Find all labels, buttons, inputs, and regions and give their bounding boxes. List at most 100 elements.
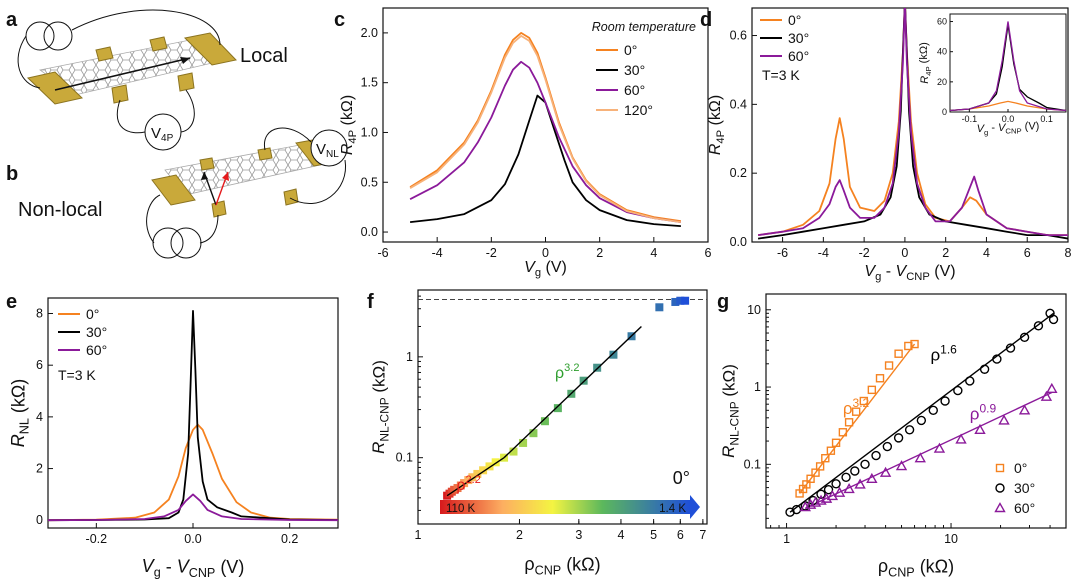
- chart-g-point: [974, 423, 986, 434]
- chart-e-legend-label: 30°: [86, 324, 107, 340]
- chart-f-xtick-label: 5: [650, 528, 657, 542]
- chart-g-point: [826, 446, 836, 455]
- chart-d-ytick-label: 0.4: [730, 97, 747, 111]
- chart-f-frame: [417, 289, 708, 525]
- chart-d-xtick-label: -4: [818, 246, 829, 260]
- chart-d-inset-xtick-label: -0.1: [962, 114, 978, 124]
- panel-letter-c: c: [334, 9, 345, 31]
- chart-d-xtick-label: 0: [901, 246, 908, 260]
- chart-c-xtick-label: -6: [377, 246, 388, 260]
- chart-f-point: [655, 303, 664, 312]
- chart-d-legend-label: 0°: [788, 12, 801, 28]
- panel-letter-g: g: [717, 291, 729, 313]
- chart-g-point: [860, 459, 870, 470]
- chart-g-point: [953, 385, 963, 396]
- chart-g-point: [1048, 314, 1059, 325]
- chart-f-colorbar-right: 1.4 K: [659, 503, 686, 515]
- chart-g-point: [893, 433, 904, 443]
- chart-c-xtick-label: 0: [542, 246, 549, 260]
- chart-g-point: [821, 454, 830, 463]
- chart-g-point: [841, 472, 851, 482]
- chart-e-ytick-label: 4: [36, 410, 43, 424]
- chart-f-point: [468, 473, 477, 482]
- chart-e-legend-label: 0°: [86, 306, 99, 322]
- chart-d-ytick-label: 0.0: [730, 235, 747, 249]
- chart-g-xtick-label: 10: [944, 532, 958, 546]
- chart-g-point: [866, 472, 878, 483]
- chart-d-inset-xtick-label: 0.0: [1002, 114, 1015, 124]
- chart-f-fit-label: ρ3.2: [555, 362, 579, 382]
- chart-d-legend-label: 60°: [788, 48, 809, 64]
- chart-g-point: [854, 478, 866, 489]
- chart-f-point: [464, 476, 473, 485]
- chart-g-point: [916, 415, 927, 426]
- chart-f-point: [579, 376, 588, 385]
- chart-g-point: [1046, 382, 1058, 393]
- chart-c-legend-title: Room temperature: [592, 20, 696, 34]
- chart-d-ytick-label: 0.2: [730, 166, 747, 180]
- chart-c-ytick-label: 1.0: [361, 125, 378, 139]
- chart-g-point: [884, 361, 894, 370]
- chart-f: 1 2 3 4 5 6 7 0.1 1 ρ2.2 ρ3.2 0° 110 K 1.4 K ρCNP (kΩ)…: [369, 289, 708, 578]
- chart-g-point: [844, 418, 854, 427]
- chart-f-point: [460, 479, 469, 488]
- chart-d-plot-area: [757, 8, 1068, 240]
- chart-g-point: [894, 349, 903, 358]
- chart-d-inset-ylabel: R4P (kΩ): [918, 42, 933, 83]
- chart-g-point: [933, 442, 946, 453]
- chart-e: -0.2 0.0 0.2 0 2 4 6 8 0° 30° 60° T=3 K Vg - VCNP (V…: [8, 297, 339, 580]
- chart-f-xtick-label: 6: [677, 528, 684, 542]
- chart-e-ytick-label: 0: [36, 513, 43, 527]
- local-label: Local: [240, 45, 288, 67]
- chart-f-point: [485, 462, 494, 471]
- chart-d-xtick-label: 4: [983, 246, 990, 260]
- chart-d: -6 -4 -2 0 2 4 6 8 0.0 0.2 0.4 0.6 0° 30° 60° T=3 K Vg -…: [707, 7, 1072, 283]
- chart-f-xtick-label: 7: [699, 528, 706, 542]
- chart-g-point: [875, 374, 885, 383]
- panel-letter-a: a: [6, 9, 18, 31]
- panel-letter-b: b: [6, 163, 18, 185]
- chart-e-ylabel: RNL (kΩ): [8, 379, 32, 448]
- current-source-circle-2: [43, 21, 73, 51]
- chart-g-point: [1040, 390, 1053, 401]
- chart-c-xtick-label: -4: [432, 246, 443, 260]
- chart-f-point: [553, 404, 562, 413]
- contact-pad-top2: [149, 36, 168, 52]
- chart-g-point: [831, 438, 841, 447]
- chart-g-fit-label: ρ1.6: [930, 343, 957, 365]
- chart-d-xtick-label: -2: [859, 246, 870, 260]
- chart-g-point: [791, 504, 802, 515]
- chart-c: -6 -4 -2 0 2 4 6 0.0 0.5 1.0 1.5 2.0 Room temperatur…: [339, 7, 712, 279]
- chart-f-point: [479, 466, 488, 475]
- chart-e-ytick-label: 6: [36, 358, 43, 372]
- current-source-circle-1: [25, 21, 55, 51]
- chart-c-xtick-label: 4: [650, 246, 657, 260]
- chart-g-point: [811, 468, 820, 477]
- panel-letter-d: d: [700, 9, 712, 31]
- chart-f-colorbar: [440, 500, 690, 514]
- chart-g-ytick-label: 10: [747, 303, 761, 317]
- chart-f-point: [509, 447, 518, 456]
- chart-d-inset-ytick-label: 40: [937, 47, 947, 57]
- contact-pad-bot2: [177, 72, 195, 92]
- chart-f-point: [491, 458, 500, 467]
- chart-d-xtick-label: -6: [777, 246, 788, 260]
- chart-d-inset-frame: [949, 13, 1067, 113]
- chart-g-point: [806, 474, 815, 483]
- chart-g-legend-label: 30°: [1014, 480, 1035, 496]
- chart-c-legend-label: 30°: [624, 62, 645, 78]
- nonlocal-label: Non-local: [18, 199, 102, 221]
- chart-d-inset-ytick-label: 60: [937, 17, 947, 27]
- chart-g-point: [940, 396, 950, 406]
- chart-d-xtick-label: 2: [942, 246, 949, 260]
- chart-g-point: [831, 479, 841, 489]
- chart-f-colorbar-left: 110 K: [446, 503, 476, 515]
- chart-f-fit-line: [446, 457, 505, 497]
- chart-g-point: [992, 354, 1002, 364]
- v4p-label: V4P: [151, 125, 174, 144]
- chart-f-point: [473, 469, 482, 478]
- chart-f-angle-label: 0°: [673, 468, 690, 488]
- chart-e-series-line: [47, 310, 339, 522]
- contact-pad-right: [183, 32, 237, 66]
